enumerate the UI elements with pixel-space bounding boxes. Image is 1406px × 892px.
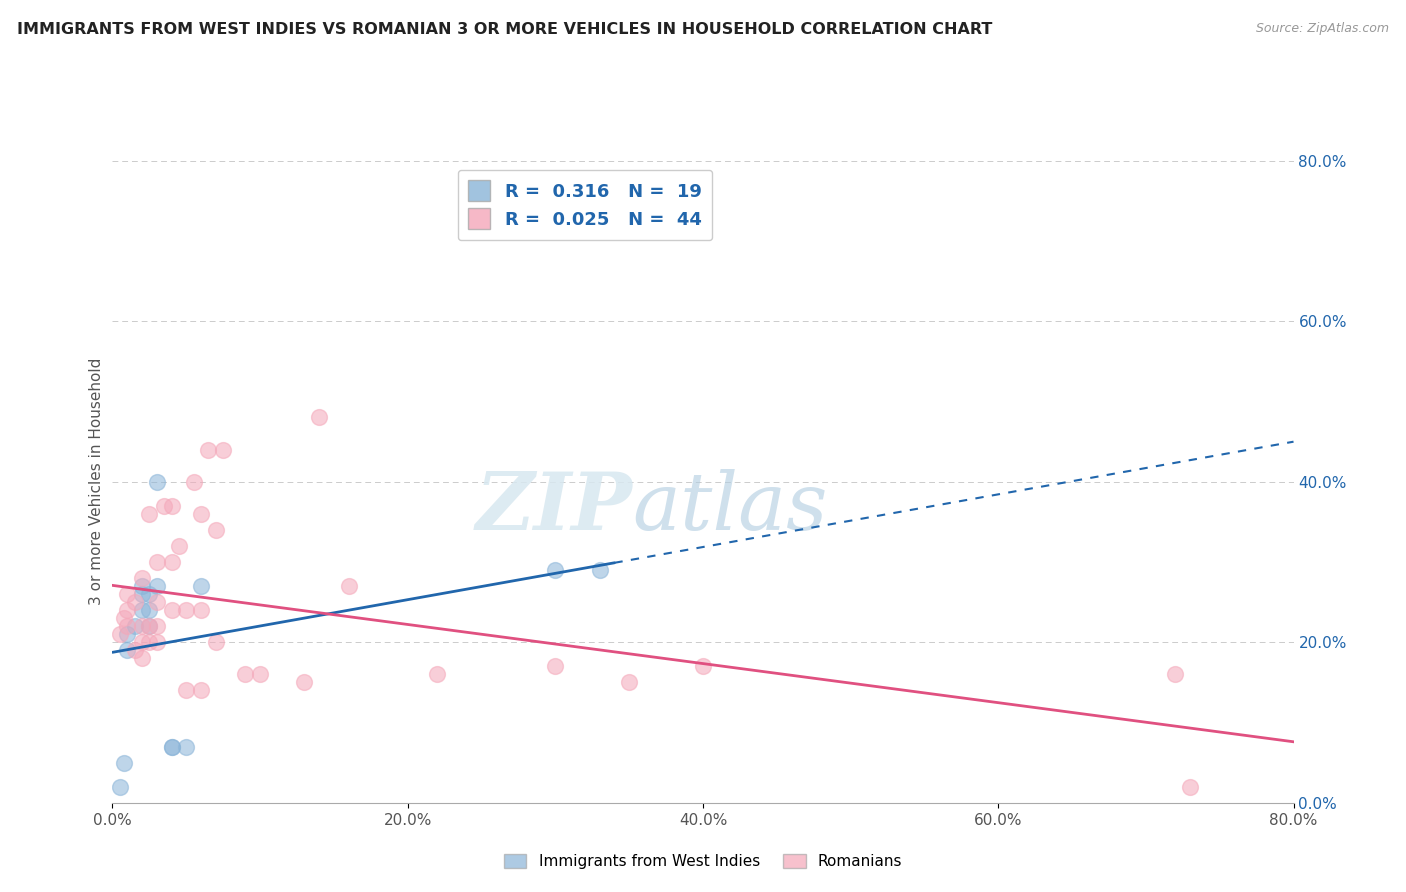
Point	[160, 739, 183, 754]
Point	[138, 507, 160, 521]
Point	[131, 587, 153, 601]
Point	[183, 475, 205, 489]
Point	[190, 507, 212, 521]
Point	[160, 739, 183, 754]
Point	[153, 499, 176, 513]
Legend: Immigrants from West Indies, Romanians: Immigrants from West Indies, Romanians	[498, 848, 908, 875]
Point	[212, 442, 235, 457]
Point	[167, 539, 190, 553]
Point	[117, 619, 138, 633]
Point	[190, 683, 212, 698]
Point	[174, 603, 197, 617]
Point	[160, 499, 183, 513]
Point	[174, 739, 197, 754]
Point	[146, 595, 169, 609]
Point	[124, 619, 146, 633]
Point	[308, 410, 330, 425]
Text: IMMIGRANTS FROM WEST INDIES VS ROMANIAN 3 OR MORE VEHICLES IN HOUSEHOLD CORRELAT: IMMIGRANTS FROM WEST INDIES VS ROMANIAN …	[17, 22, 993, 37]
Point	[292, 675, 315, 690]
Point	[146, 555, 169, 569]
Point	[124, 595, 146, 609]
Point	[619, 675, 641, 690]
Point	[131, 651, 153, 665]
Point	[108, 780, 131, 794]
Point	[544, 659, 567, 673]
Point	[1164, 667, 1187, 681]
Text: Source: ZipAtlas.com: Source: ZipAtlas.com	[1256, 22, 1389, 36]
Point	[131, 579, 153, 593]
Point	[588, 563, 610, 577]
Point	[138, 619, 160, 633]
Point	[190, 579, 212, 593]
Text: atlas: atlas	[633, 468, 828, 546]
Point	[197, 442, 219, 457]
Point	[337, 579, 360, 593]
Point	[117, 587, 138, 601]
Point	[138, 619, 160, 633]
Point	[108, 627, 131, 641]
Point	[117, 603, 138, 617]
Point	[205, 635, 228, 649]
Point	[426, 667, 449, 681]
Point	[146, 475, 169, 489]
Point	[138, 635, 160, 649]
Point	[205, 523, 228, 537]
Point	[112, 611, 135, 625]
Point	[138, 603, 160, 617]
Point	[138, 587, 160, 601]
Point	[160, 603, 183, 617]
Point	[112, 756, 135, 770]
Y-axis label: 3 or more Vehicles in Household: 3 or more Vehicles in Household	[89, 358, 104, 606]
Point	[117, 643, 138, 657]
Point	[124, 643, 146, 657]
Point	[1178, 780, 1201, 794]
Point	[146, 619, 169, 633]
Point	[160, 555, 183, 569]
Point	[131, 603, 153, 617]
Point	[190, 603, 212, 617]
Point	[117, 627, 138, 641]
Point	[233, 667, 256, 681]
Point	[146, 579, 169, 593]
Point	[249, 667, 271, 681]
Point	[131, 635, 153, 649]
Point	[131, 571, 153, 585]
Text: ZIP: ZIP	[475, 468, 633, 546]
Point	[544, 563, 567, 577]
Point	[146, 635, 169, 649]
Legend: R =  0.316   N =  19, R =  0.025   N =  44: R = 0.316 N = 19, R = 0.025 N = 44	[457, 169, 713, 240]
Point	[131, 619, 153, 633]
Point	[174, 683, 197, 698]
Point	[692, 659, 714, 673]
